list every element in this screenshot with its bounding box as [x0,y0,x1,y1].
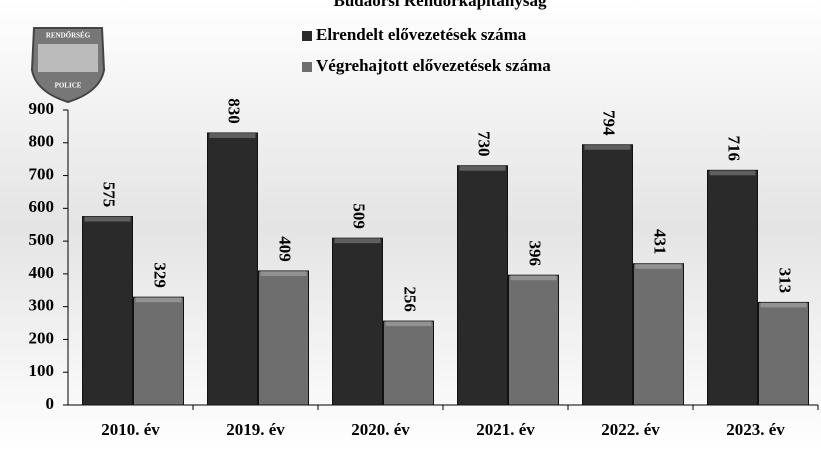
y-tick-label: 800 [29,132,55,151]
y-tick-label: 100 [29,361,55,380]
x-tick-label: 2022. év [601,420,660,439]
legend-swatch [302,31,312,41]
x-tick-label: 2019. év [226,420,285,439]
y-tick-label: 500 [29,230,55,249]
logo-top-text: RENDŐRSÉG [46,32,91,40]
bar-top [261,271,307,276]
bar [634,264,684,405]
bar-top [210,133,256,138]
y-tick-label: 700 [29,164,55,183]
bar-top [636,264,682,269]
bar-top [761,302,807,307]
value-label: 313 [776,268,795,294]
legend-label: Végrehajtott elővezetések száma [316,56,551,75]
bar [384,321,434,405]
legend-swatch [302,62,312,72]
bar [708,170,758,405]
bar [333,238,383,405]
y-tick-label: 400 [29,263,55,282]
bar [134,297,184,405]
bar-top [386,321,432,326]
value-label: 509 [350,203,369,229]
bar-top [136,297,182,302]
value-label: 431 [651,229,670,255]
bar-top [335,238,381,243]
value-label: 256 [401,286,420,312]
bar-top [511,275,557,280]
bar [759,302,809,405]
value-label: 730 [475,131,494,157]
value-label: 409 [276,236,295,262]
bar [509,275,559,405]
chart: Budaörsi Rendőrkapitányság RENDŐRSÉG POL… [0,0,821,452]
value-label: 329 [151,262,170,288]
bar [83,217,133,405]
y-tick-label: 0 [46,394,55,413]
x-tick-label: 2023. év [726,420,785,439]
value-label: 396 [526,240,545,266]
y-tick-label: 300 [29,296,55,315]
x-tick-label: 2021. év [476,420,535,439]
page: {"chart_data": {"type": "bar", "title": … [0,0,821,452]
bar [583,145,633,405]
x-tick-label: 2010. év [101,420,160,439]
legend-label: Elrendelt elővezetések száma [316,25,527,44]
bar-top [460,166,506,171]
value-label: 794 [600,110,619,136]
value-label: 830 [225,98,244,124]
bar [208,133,258,405]
bar [259,271,309,405]
logo-bottom-text: POLICE [55,82,82,90]
bar-top [710,170,756,175]
y-tick-label: 900 [29,99,55,118]
bar-top [85,217,131,222]
logo-band [38,44,98,72]
bar [458,166,508,405]
y-tick-label: 600 [29,197,55,216]
y-tick-label: 200 [29,328,55,347]
x-tick-label: 2020. év [351,420,410,439]
bar-top [585,145,631,150]
value-label: 716 [725,136,744,162]
value-label: 575 [100,182,119,208]
chart-title: Budaörsi Rendőrkapitányság [333,0,547,10]
